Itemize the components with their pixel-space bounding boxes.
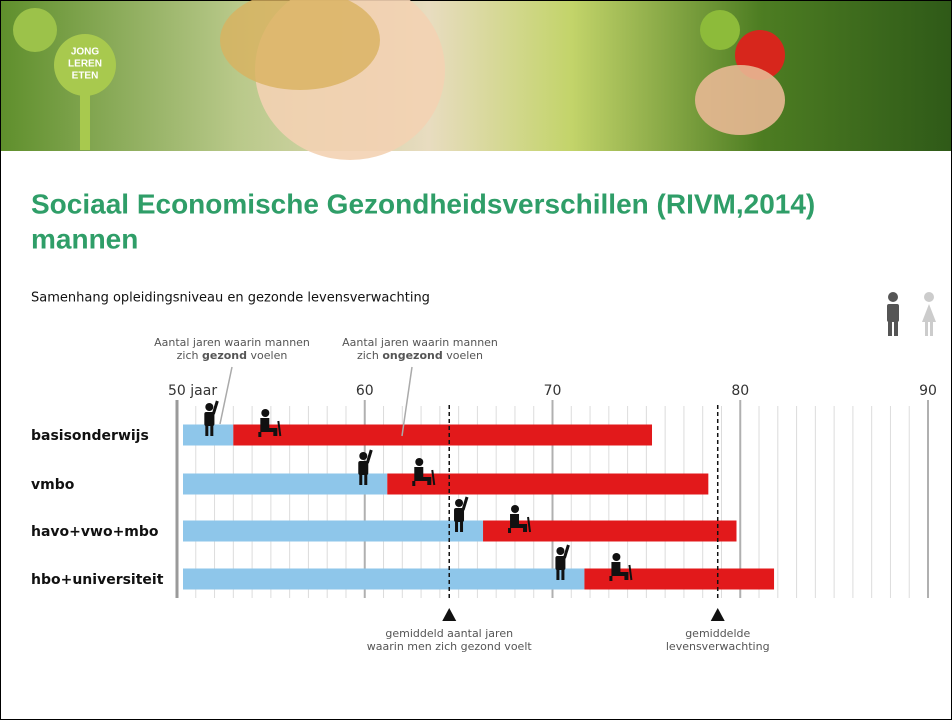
bar-segment-healthy [183,521,483,542]
figure-head [261,409,269,417]
category-label: havo+vwo+mbo [31,524,159,540]
category-label: vmbo [31,477,75,493]
series-note-part: Aantal jaren waarin mannen [154,336,310,349]
logo-line: JONG [71,47,100,58]
bar-segment-unhealthy [483,521,736,542]
logo-line: LEREN [68,59,102,70]
series-note-part: gezond [202,349,247,362]
figure-leg [359,474,362,485]
figure-chair [508,528,511,533]
series-note-part: zich [177,349,202,362]
figure-body [555,556,565,570]
figure-leg [205,425,208,436]
slide-title: Sociaal Economische Gezondheidsverschill… [31,188,815,219]
slide: JONG LEREN ETEN Sociaal Economische Gezo… [0,0,952,720]
figure-leg [561,569,564,580]
figure-head [415,458,423,466]
bar-segment-healthy [183,569,584,590]
figure-body [204,412,214,426]
x-tick-label: 80 [731,383,749,399]
logo-line: ETEN [72,71,99,82]
figure-leg [455,521,458,532]
bar-segment-unhealthy [387,474,708,495]
figure-leg [556,569,559,580]
figure-chair [258,432,261,437]
reference-label: waarin men zich gezond voelt [367,640,533,653]
figure-leg [364,474,367,485]
category-label: basisonderwijs [31,428,149,444]
figure-chair [609,576,612,581]
series-note-part: Aantal jaren waarin mannen [342,336,498,349]
figure-leg [460,521,463,532]
series-note-part: voelen [443,349,483,362]
x-tick-label: 90 [919,383,937,399]
series-note: Aantal jaren waarin mannen [342,336,498,349]
series-note-part: voelen [247,349,287,362]
bar-segment-unhealthy [233,425,652,446]
x-tick-label: 60 [356,383,374,399]
figure-head [511,505,519,513]
figure-head [612,553,620,561]
series-note: Aantal jaren waarin mannen [154,336,310,349]
figure-body [358,461,368,475]
slide-title: mannen [31,223,138,254]
series-note: zich ongezond voelen [357,349,483,362]
bar-segment-healthy [183,474,387,495]
figure-head [455,499,463,507]
figure-head [359,452,367,460]
figure-leg [210,425,213,436]
figure-chair [412,481,415,486]
reference-label: gemiddeld aantal jaren [385,627,513,640]
category-label: hbo+universiteit [31,572,164,588]
figure-body [454,508,464,522]
reference-label: levensverwachting [666,640,770,653]
x-tick-label: 50 jaar [168,383,217,399]
figure-head [205,403,213,411]
page: {"header": {"logo_lines": ["JONG", "LERE… [0,0,952,720]
series-note: zich gezond voelen [177,349,288,362]
header-image [1,0,951,160]
figure-head [556,547,564,555]
series-note-part: ongezond [382,349,442,362]
reference-label: gemiddelde [685,627,750,640]
chart-subtitle: Samenhang opleidingsniveau en gezonde le… [31,291,430,306]
series-note-part: zich [357,349,382,362]
x-tick-label: 70 [544,383,562,399]
